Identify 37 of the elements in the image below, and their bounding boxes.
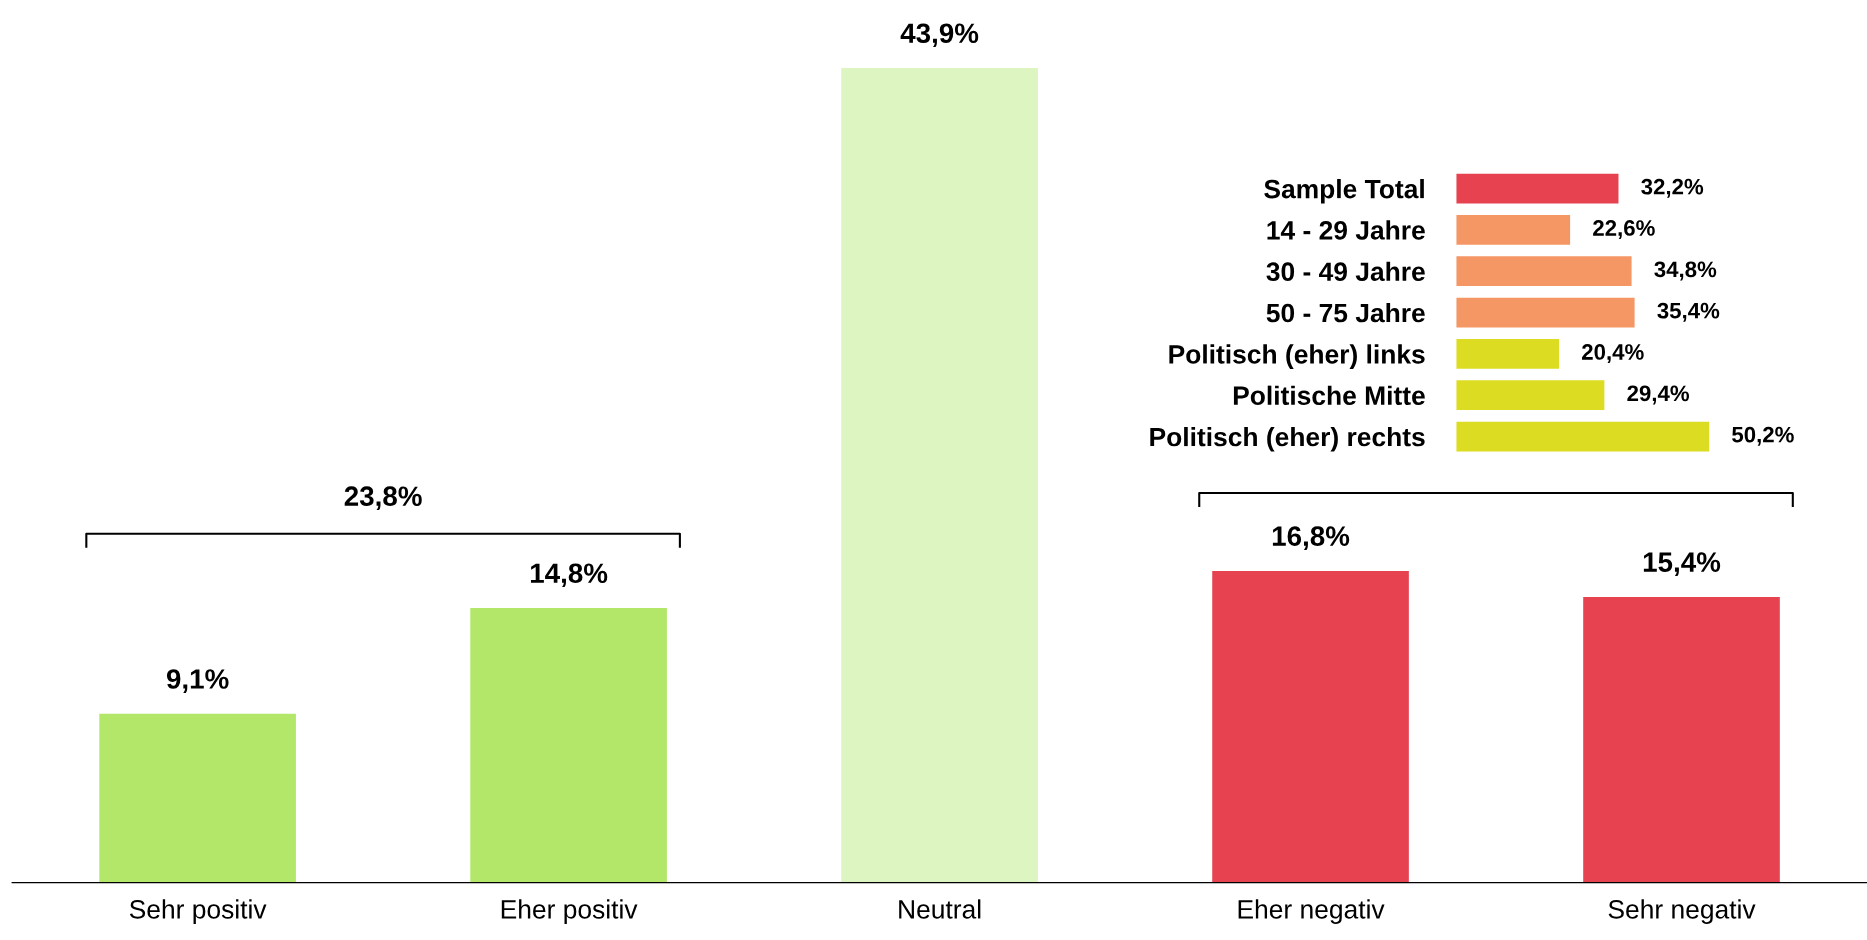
data-label: 35,4% xyxy=(1657,302,1720,322)
x-tick-label: Eher positiv xyxy=(501,899,638,924)
annotation: 23,8% xyxy=(344,486,422,511)
data-label: 29,4% xyxy=(1627,385,1690,405)
bar xyxy=(1212,570,1409,883)
data-label: 14,8% xyxy=(530,563,608,588)
data-label: 43,9% xyxy=(900,23,979,48)
x-tick-label: Sehr negativ xyxy=(1608,899,1756,924)
y-tick-label: Politisch (eher) rechts xyxy=(1150,426,1425,452)
data-label: 20,4% xyxy=(1582,344,1644,364)
x-tick-label: Sehr positiv xyxy=(129,899,267,924)
x-tick-label: Neutral xyxy=(899,899,981,919)
bar xyxy=(470,608,667,883)
y-tick-label: 50 - 75 Jahre xyxy=(1266,302,1425,323)
data-label: 15,4% xyxy=(1643,552,1721,576)
y-tick-label: Politische Mitte xyxy=(1233,385,1425,406)
data-label: 16,8% xyxy=(1272,526,1350,550)
bar xyxy=(1456,421,1710,452)
bar xyxy=(841,67,1038,883)
y-tick-label: Politisch (eher) links xyxy=(1169,344,1425,369)
bar xyxy=(1456,380,1605,411)
data-label: 32,2% xyxy=(1641,178,1704,198)
bar xyxy=(1583,596,1780,883)
bar xyxy=(1456,215,1571,245)
data-label: 50,2% xyxy=(1732,426,1794,446)
bar xyxy=(1456,297,1635,328)
y-tick-label: Sample Total xyxy=(1264,179,1424,204)
x-tick-label: Eher negativ xyxy=(1238,899,1385,924)
bar xyxy=(1456,256,1632,287)
data-label: 34,8% xyxy=(1654,261,1717,281)
y-tick-label: 30 - 49 Jahre xyxy=(1266,261,1425,282)
bar xyxy=(1456,173,1619,204)
y-tick-label: 14 - 29 Jahre xyxy=(1267,220,1425,240)
data-label: 22,6% xyxy=(1593,220,1655,240)
data-label: 9,1% xyxy=(166,669,229,693)
bar xyxy=(1456,339,1560,369)
bar xyxy=(99,713,296,883)
